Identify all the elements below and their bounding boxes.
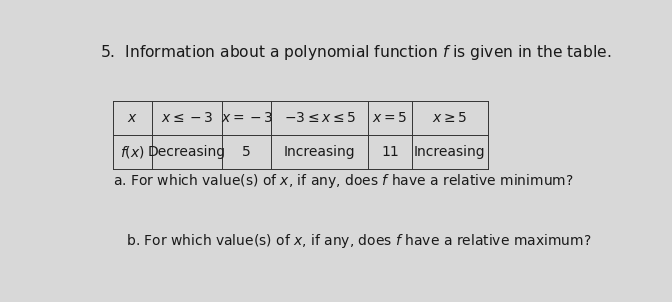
Text: $x \geq 5$: $x \geq 5$	[432, 111, 468, 125]
Text: $-3 \leq x \leq 5$: $-3 \leq x \leq 5$	[284, 111, 355, 125]
Text: $f(x)$: $f(x)$	[120, 144, 144, 160]
Text: Increasing: Increasing	[284, 145, 355, 159]
Text: 5: 5	[243, 145, 251, 159]
Text: Decreasing: Decreasing	[148, 145, 226, 159]
Text: $x = -3$: $x = -3$	[220, 111, 273, 125]
Text: 5.  Information about a polynomial function $f$ is given in the table.: 5. Information about a polynomial functi…	[99, 43, 611, 62]
Text: 11: 11	[381, 145, 399, 159]
Text: $x = 5$: $x = 5$	[372, 111, 407, 125]
Text: b. For which value(s) of $x$, if any, does $f$ have a relative maximum?: b. For which value(s) of $x$, if any, do…	[113, 232, 591, 249]
Text: $x$: $x$	[127, 111, 138, 125]
Text: a. For which value(s) of $x$, if any, does $f$ have a relative minimum?: a. For which value(s) of $x$, if any, do…	[113, 172, 573, 190]
Text: $x \leq -3$: $x \leq -3$	[161, 111, 213, 125]
Text: Increasing: Increasing	[414, 145, 486, 159]
